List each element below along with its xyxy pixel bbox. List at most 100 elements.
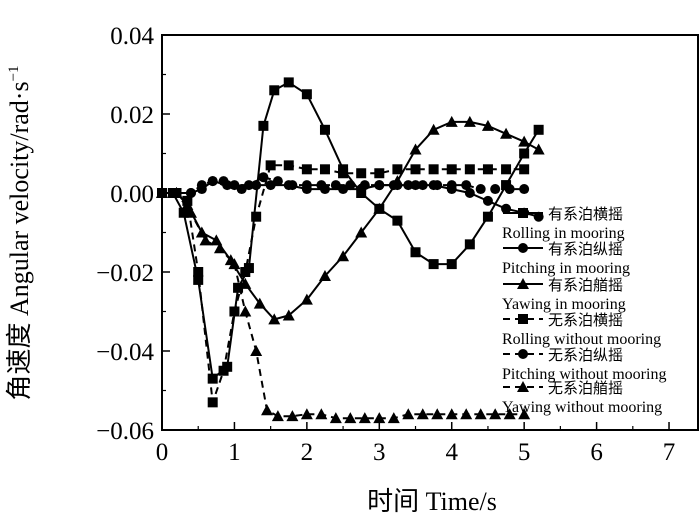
data-point [207,373,218,384]
data-point [501,203,512,214]
data-point [316,180,327,191]
data-point [250,345,263,356]
data-point [533,211,544,222]
data-point [218,365,229,376]
data-point [410,180,421,191]
data-point [251,211,262,222]
data-point [374,168,385,179]
legend-label: 有系泊横摇 [548,206,623,223]
data-point [504,184,515,195]
data-point [300,293,313,305]
data-point [409,143,422,155]
data-point [258,120,269,131]
data-point [373,202,386,214]
x-tick-label: 3 [373,439,386,466]
legend-label: 无系泊横摇 [548,312,623,329]
data-point [210,234,223,246]
series-5 [156,187,531,424]
legend-item-0: 有系泊横摇 Rolling in mooring [502,206,625,242]
data-point [445,115,458,127]
x-tick-label: 7 [663,439,676,466]
data-point [410,247,421,258]
data-point [464,239,475,250]
legend-label-en: Pitching without mooring [502,366,666,383]
data-point [269,85,280,96]
data-point [218,176,229,187]
series-line [162,192,525,420]
data-point [301,89,312,100]
data-point [156,187,168,198]
series-3 [157,160,530,408]
y-axis-title: 角速度 Angular velocity/rad·s−1 [5,65,34,400]
data-point [233,282,244,293]
data-point [446,180,457,191]
x-tick-label: 4 [445,439,458,466]
x-tick-label: 1 [228,439,241,466]
data-point [428,164,439,175]
data-point [228,258,241,270]
legend-marker [518,314,528,324]
data-point [392,215,403,226]
data-point [518,135,531,147]
data-point [229,306,240,317]
data-point [319,164,330,175]
data-point [533,124,544,135]
data-point [338,168,349,179]
data-point [431,408,444,420]
data-point [501,180,512,191]
data-point [446,259,457,270]
legend-item-1: 有系泊纵摇 Pitching in mooring [502,241,630,277]
legend-label-en: Yawing in mooring [502,296,626,313]
data-point [464,164,475,175]
legend-marker [518,349,528,359]
data-point [416,408,429,420]
legend-label: 有系泊艏摇 [548,277,623,294]
data-point [403,180,414,191]
legend-item-2: 有系泊艏摇 Yawing in mooring [502,277,626,313]
data-point [272,176,283,187]
y-axis-title-sup: −1 [6,65,22,81]
legend-label-en: Rolling in mooring [502,225,625,242]
ticks: 0 1 2 3 4 5 6 7 0.04 0.02 0.00 −0.02 −0.04 −0.06 [96,23,675,466]
data-point [240,267,251,277]
series-line [162,120,540,321]
legend-label: 有系泊纵摇 [548,241,623,258]
data-point [282,309,295,321]
data-point [170,187,183,198]
series-2 [156,115,545,325]
data-point [461,180,472,191]
data-point [532,143,545,155]
data-point [460,408,473,420]
data-point [193,267,204,277]
data-point [265,160,276,171]
legend-label-en: Yawing without mooring [502,399,662,416]
data-point [207,397,218,408]
data-point [387,412,400,424]
series-0 [157,77,544,384]
data-point [193,274,204,285]
data-point [319,124,330,135]
data-point [213,242,226,254]
x-tick-label: 2 [301,439,314,466]
y-tick-label: 0.04 [110,23,154,50]
data-point [519,184,530,195]
x-axis-title: 时间 Time/s [367,487,497,516]
data-point [261,404,274,416]
series-line [162,164,525,404]
y-axis-title-main: 角速度 Angular velocity/rad·s [5,81,34,400]
series-layer [156,77,545,424]
x-tick-label: 5 [518,439,531,466]
y-tick-label: 0.02 [110,102,154,129]
legend-label-en: Pitching in mooring [502,260,630,277]
data-point [501,164,512,175]
data-point [482,211,493,222]
data-point [196,180,207,191]
data-point [329,412,342,424]
data-point [207,176,218,187]
data-point [185,188,196,198]
data-point [283,77,294,88]
data-point [283,160,294,171]
data-point [300,408,313,420]
x-tick-label: 6 [590,439,603,466]
